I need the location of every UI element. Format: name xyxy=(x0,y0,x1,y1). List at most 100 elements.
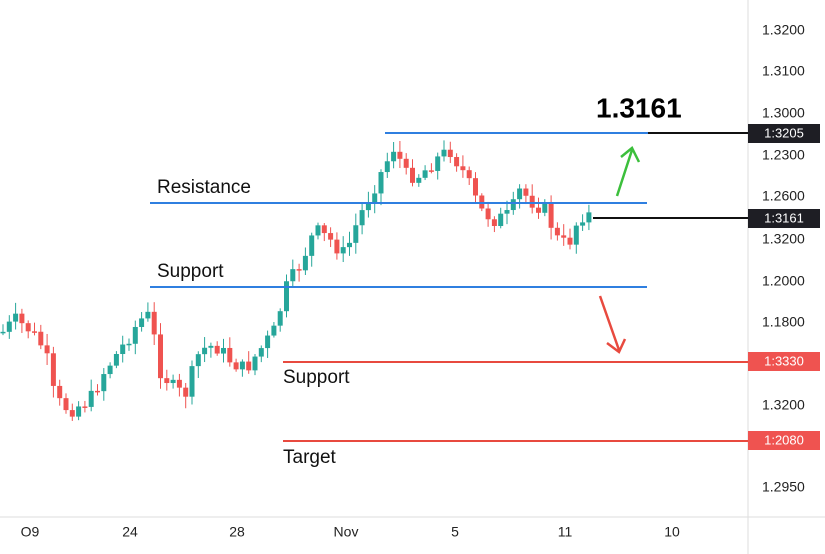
candle-body xyxy=(447,149,453,158)
candle-body xyxy=(391,151,397,162)
candle-body xyxy=(548,203,554,228)
candle-body xyxy=(586,212,592,223)
candle-body xyxy=(202,347,208,355)
candle-body xyxy=(302,255,308,271)
candle-body xyxy=(113,354,119,366)
candle-body xyxy=(239,361,245,370)
candle-body xyxy=(416,177,422,183)
price-label: 1.3200 xyxy=(762,22,805,38)
candle-body xyxy=(466,170,472,179)
candle-body xyxy=(510,199,516,211)
price-tag-text: 1:2080 xyxy=(764,432,804,447)
support-label: Support xyxy=(283,367,350,388)
candle-body xyxy=(221,347,226,354)
candle-body xyxy=(145,311,151,319)
candle-body xyxy=(38,331,44,346)
candle-body xyxy=(580,222,586,226)
headline: 1.3161 xyxy=(596,92,682,123)
candle-body xyxy=(353,225,359,243)
candle-body xyxy=(265,335,271,349)
candle-body xyxy=(13,313,19,322)
candle-body xyxy=(44,345,50,354)
candle-body xyxy=(359,210,365,226)
resistance-label: Resistance xyxy=(157,177,251,198)
candle-body xyxy=(573,225,579,245)
candle-body xyxy=(403,158,409,168)
price-label: 1.3000 xyxy=(762,105,805,121)
candle-body xyxy=(189,366,195,397)
candle-body xyxy=(454,157,460,167)
candle-body xyxy=(271,325,277,336)
price-label: 1.3200 xyxy=(762,231,805,247)
time-label: 28 xyxy=(229,524,245,540)
candle-body xyxy=(523,188,529,196)
candle-body xyxy=(347,242,352,248)
candle-body xyxy=(277,311,283,326)
support-label: Support xyxy=(157,261,224,282)
candle-body xyxy=(428,170,434,172)
candle-body xyxy=(498,213,504,227)
candle-body xyxy=(258,348,264,357)
candle-body xyxy=(82,406,88,408)
candle-body xyxy=(517,188,523,200)
candle-body xyxy=(422,170,428,178)
candle-body xyxy=(372,193,378,203)
price-tag-text: 1:3330 xyxy=(764,353,804,368)
candle-body xyxy=(567,237,573,245)
time-label: 11 xyxy=(558,524,573,540)
candle-body xyxy=(32,331,37,333)
price-tag xyxy=(748,431,820,450)
candle-body xyxy=(164,378,170,384)
candle-body xyxy=(536,207,541,213)
time-label: 5 xyxy=(451,524,459,540)
candle-body xyxy=(233,362,239,370)
price-label: 1.3200 xyxy=(762,397,805,413)
candle-body xyxy=(485,208,491,220)
time-label: Nov xyxy=(334,524,359,540)
candle-body xyxy=(479,195,485,209)
candle-body xyxy=(69,410,75,417)
candle-body xyxy=(460,166,466,171)
candle-body xyxy=(101,374,107,392)
time-label: O9 xyxy=(21,524,40,540)
candle-body xyxy=(328,233,334,240)
candle-body xyxy=(176,379,182,388)
candle-body xyxy=(183,387,189,397)
candle-body xyxy=(321,225,327,234)
price-tag-text: 1:3205 xyxy=(764,125,804,140)
candle-body xyxy=(126,343,132,346)
candle-body xyxy=(441,149,447,157)
up-arrow xyxy=(615,146,641,197)
candle-body xyxy=(365,202,371,211)
candle-body xyxy=(491,219,497,227)
candle-body xyxy=(57,385,63,399)
candle-body xyxy=(132,326,138,344)
candle-body xyxy=(284,281,289,312)
candle-body xyxy=(504,210,510,214)
price-label: 1.2300 xyxy=(762,147,805,163)
price-tag xyxy=(748,209,820,228)
candle-body xyxy=(76,406,82,417)
candle-body xyxy=(309,235,315,256)
candle-body xyxy=(88,390,94,407)
price-label: 1.2600 xyxy=(762,188,805,204)
candle-body xyxy=(227,347,233,363)
price-label: 1.1800 xyxy=(762,314,805,330)
candle-body xyxy=(19,313,25,324)
candle-body xyxy=(542,203,548,213)
down-arrow xyxy=(598,295,627,354)
candle-body xyxy=(170,379,176,384)
price-label: 1.2950 xyxy=(762,479,805,495)
candle-body xyxy=(410,167,415,183)
candle-body xyxy=(195,354,201,367)
candle-body xyxy=(296,269,302,271)
price-tag xyxy=(748,352,820,371)
candle-body xyxy=(554,227,560,236)
candle-body xyxy=(25,323,31,332)
candle-body xyxy=(95,390,100,393)
candle-body xyxy=(120,344,126,355)
candle-body xyxy=(529,195,535,208)
